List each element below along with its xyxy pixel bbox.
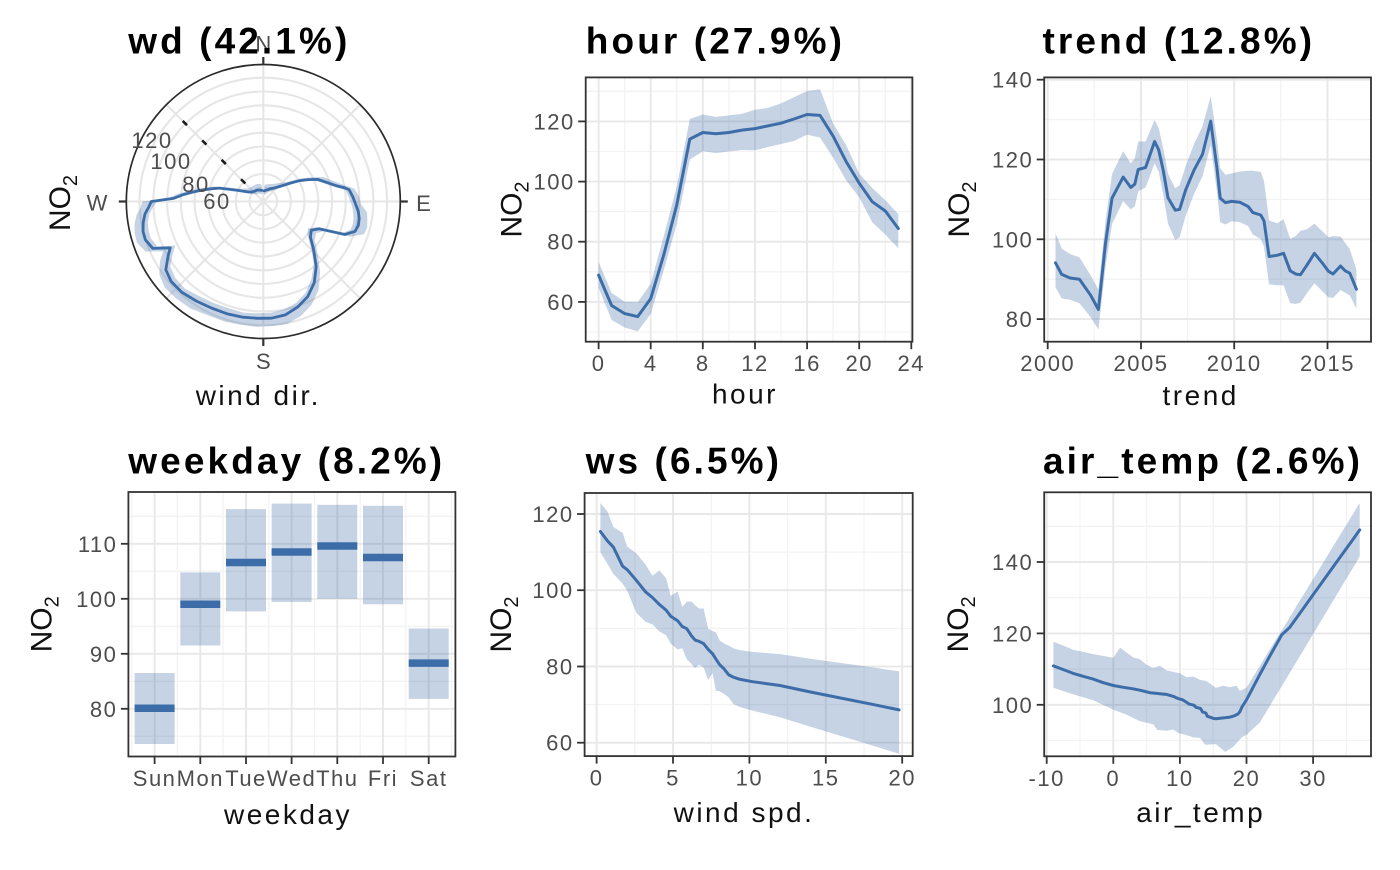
svg-text:120: 120 bbox=[992, 621, 1033, 646]
svg-text:12: 12 bbox=[741, 351, 768, 376]
svg-text:8: 8 bbox=[696, 351, 710, 376]
svg-text:80: 80 bbox=[546, 655, 573, 680]
svg-text:10: 10 bbox=[736, 766, 763, 791]
svg-text:10: 10 bbox=[1166, 766, 1193, 791]
svg-text:140: 140 bbox=[992, 550, 1033, 575]
svg-text:140: 140 bbox=[992, 68, 1033, 93]
svg-text:110: 110 bbox=[78, 532, 118, 557]
svg-text:20: 20 bbox=[845, 351, 872, 376]
svg-text:2015: 2015 bbox=[1300, 351, 1355, 376]
svg-text:0: 0 bbox=[1106, 766, 1120, 791]
svg-text:0: 0 bbox=[590, 766, 604, 791]
svg-text:air_temp (2.6%): air_temp (2.6%) bbox=[1043, 441, 1363, 482]
svg-text:2010: 2010 bbox=[1207, 351, 1262, 376]
svg-text:20: 20 bbox=[888, 766, 915, 791]
svg-text:100: 100 bbox=[150, 149, 191, 174]
svg-text:Wed: Wed bbox=[267, 766, 316, 791]
svg-text:2000: 2000 bbox=[1020, 351, 1075, 376]
svg-text:120: 120 bbox=[131, 128, 172, 153]
svg-text:hour (27.9%): hour (27.9%) bbox=[586, 21, 845, 62]
svg-text:100: 100 bbox=[992, 227, 1033, 252]
svg-text:Fri: Fri bbox=[368, 766, 398, 791]
svg-text:Thu: Thu bbox=[316, 766, 358, 791]
svg-text:ws (6.5%): ws (6.5%) bbox=[585, 441, 783, 482]
svg-text:80: 80 bbox=[547, 230, 574, 255]
svg-text:30: 30 bbox=[1299, 766, 1326, 791]
svg-text:-10: -10 bbox=[1029, 766, 1065, 791]
svg-text:4: 4 bbox=[644, 351, 658, 376]
svg-text:wd (42.1%): wd (42.1%) bbox=[127, 21, 350, 62]
svg-text:Tue: Tue bbox=[225, 766, 267, 791]
svg-text:15: 15 bbox=[812, 766, 839, 791]
svg-text:W: W bbox=[87, 191, 108, 216]
svg-text:100: 100 bbox=[533, 170, 574, 195]
svg-text:Mon: Mon bbox=[177, 766, 224, 791]
svg-text:16: 16 bbox=[793, 351, 820, 376]
svg-text:trend: trend bbox=[1163, 380, 1239, 411]
svg-text:E: E bbox=[416, 191, 431, 216]
svg-text:80: 80 bbox=[1006, 307, 1033, 332]
svg-text:2005: 2005 bbox=[1114, 351, 1169, 376]
svg-text:hour: hour bbox=[712, 379, 778, 410]
svg-text:120: 120 bbox=[533, 109, 574, 134]
svg-text:80: 80 bbox=[90, 697, 117, 722]
svg-text:100: 100 bbox=[76, 587, 117, 612]
svg-text:60: 60 bbox=[547, 290, 574, 315]
svg-text:100: 100 bbox=[992, 693, 1033, 718]
svg-text:Sat: Sat bbox=[410, 766, 448, 791]
svg-text:80: 80 bbox=[182, 172, 209, 197]
svg-text:0: 0 bbox=[592, 351, 606, 376]
svg-text:trend (12.8%): trend (12.8%) bbox=[1043, 21, 1316, 62]
svg-text:100: 100 bbox=[532, 578, 573, 603]
svg-text:5: 5 bbox=[666, 766, 680, 791]
svg-text:weekday (8.2%): weekday (8.2%) bbox=[127, 441, 445, 482]
svg-text:20: 20 bbox=[1233, 766, 1260, 791]
svg-text:120: 120 bbox=[992, 148, 1033, 173]
svg-text:60: 60 bbox=[203, 189, 230, 214]
svg-text:N: N bbox=[255, 32, 271, 57]
svg-text:120: 120 bbox=[532, 502, 573, 527]
svg-text:90: 90 bbox=[90, 642, 117, 667]
svg-text:24: 24 bbox=[898, 351, 925, 376]
svg-text:air_temp: air_temp bbox=[1136, 797, 1265, 828]
svg-text:S: S bbox=[256, 349, 271, 374]
svg-text:wind dir.: wind dir. bbox=[195, 380, 321, 411]
svg-text:Sun: Sun bbox=[133, 766, 177, 791]
svg-text:weekday: weekday bbox=[223, 799, 352, 830]
svg-text:60: 60 bbox=[546, 731, 573, 756]
svg-text:wind spd.: wind spd. bbox=[673, 797, 815, 828]
